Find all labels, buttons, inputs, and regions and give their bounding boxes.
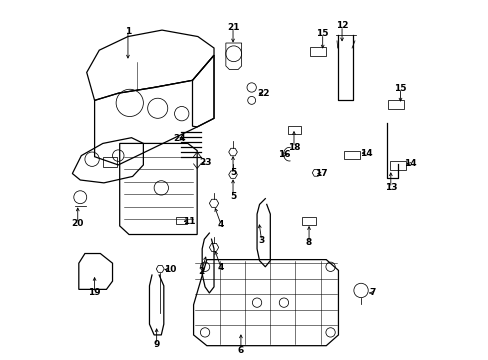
- Bar: [301, 217, 316, 225]
- Text: 9: 9: [153, 341, 160, 350]
- Text: 22: 22: [256, 89, 269, 98]
- Text: 14: 14: [403, 159, 416, 168]
- Text: 18: 18: [287, 143, 300, 152]
- Text: 19: 19: [88, 288, 101, 297]
- Text: 24: 24: [173, 134, 185, 143]
- Text: 6: 6: [237, 346, 244, 355]
- Text: 20: 20: [71, 219, 84, 228]
- Text: 1: 1: [124, 27, 131, 36]
- Bar: [389, 161, 405, 170]
- Text: 4: 4: [218, 220, 224, 229]
- Text: 5: 5: [229, 168, 236, 177]
- Text: 12: 12: [335, 21, 347, 30]
- Text: 8: 8: [305, 238, 311, 247]
- Bar: [309, 47, 325, 56]
- Text: 3: 3: [258, 237, 264, 246]
- Text: 5: 5: [229, 192, 236, 201]
- Text: 11: 11: [183, 217, 195, 226]
- Text: 15: 15: [316, 29, 328, 38]
- Bar: [344, 150, 359, 159]
- Text: 7: 7: [369, 288, 375, 297]
- Text: 15: 15: [393, 84, 406, 93]
- Bar: [175, 217, 187, 224]
- Text: 23: 23: [199, 158, 212, 167]
- Bar: [102, 157, 117, 167]
- Bar: [387, 100, 403, 109]
- Bar: [287, 126, 300, 134]
- Text: 2: 2: [198, 267, 204, 276]
- Text: 4: 4: [218, 264, 224, 273]
- Text: 16: 16: [277, 150, 289, 159]
- Text: 13: 13: [384, 183, 396, 192]
- Text: 17: 17: [315, 169, 327, 178]
- Text: 21: 21: [226, 23, 239, 32]
- Text: 14: 14: [359, 149, 372, 158]
- Text: 10: 10: [163, 265, 176, 274]
